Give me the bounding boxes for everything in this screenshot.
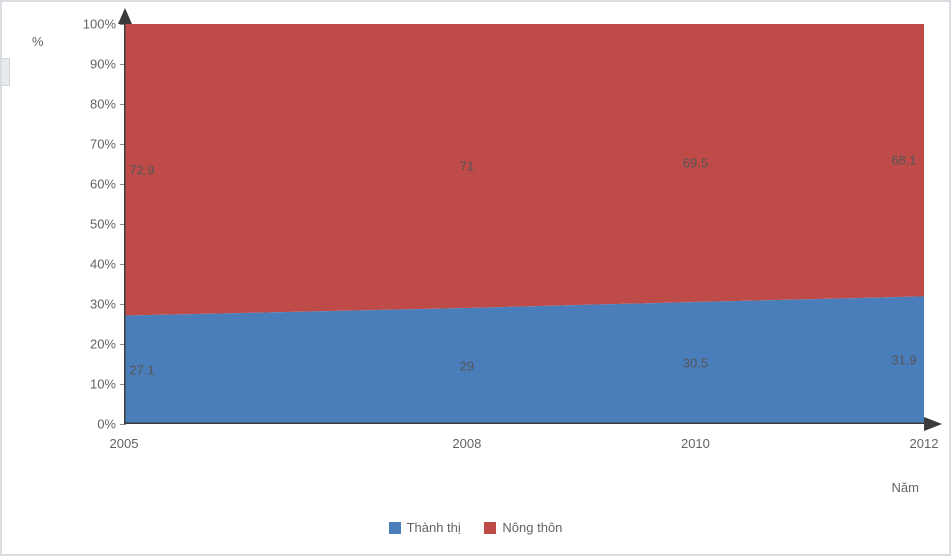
plot-area: 27.1 29 30.5 31.9 72.9 71 69.5 68.1 [124, 24, 924, 424]
x-tick-label: 2005 [110, 436, 139, 451]
y-tick-label: 40% [90, 257, 116, 272]
y-tick-label: 60% [90, 177, 116, 192]
legend-item-nong-thon: Nông thôn [484, 520, 562, 535]
y-axis-arrow [118, 8, 132, 28]
plot-svg [124, 24, 924, 424]
data-value-label: 68.1 [891, 153, 916, 168]
x-axis-arrow [920, 417, 942, 431]
x-tick-label: 2012 [910, 436, 939, 451]
y-tick-label: 80% [90, 97, 116, 112]
legend-swatch-icon [389, 522, 401, 534]
data-value-label: 30.5 [683, 356, 708, 371]
data-value-label: 27.1 [129, 362, 154, 377]
x-tick-label: 2008 [452, 436, 481, 451]
y-tick-label: 0% [97, 417, 116, 432]
legend-label: Nông thôn [502, 520, 562, 535]
y-tick-label: 50% [90, 217, 116, 232]
y-axis-ticks: 0%10%20%30%40%50%60%70%80%90%100% [2, 24, 120, 424]
y-tick-label: 100% [83, 17, 116, 32]
legend: Thành thị Nông thôn [2, 520, 949, 537]
x-axis-ticks: 2005200820102012 [124, 430, 924, 454]
x-tick-label: 2010 [681, 436, 710, 451]
y-tick-label: 90% [90, 57, 116, 72]
data-value-label: 29 [460, 359, 474, 374]
y-tick-label: 70% [90, 137, 116, 152]
chart-container: % 0%10%20%30%40%50%60%70%80%90%100% 27.1… [0, 0, 951, 556]
data-value-label: 69.5 [683, 156, 708, 171]
legend-swatch-icon [484, 522, 496, 534]
legend-label: Thành thị [407, 520, 461, 535]
y-tick-label: 30% [90, 297, 116, 312]
data-value-label: 31.9 [891, 353, 916, 368]
y-tick-label: 20% [90, 337, 116, 352]
x-axis-label: Năm [892, 480, 919, 495]
data-value-label: 71 [460, 159, 474, 174]
data-value-label: 72.9 [129, 162, 154, 177]
legend-item-thanh-thi: Thành thị [389, 520, 461, 535]
y-tick-label: 10% [90, 377, 116, 392]
